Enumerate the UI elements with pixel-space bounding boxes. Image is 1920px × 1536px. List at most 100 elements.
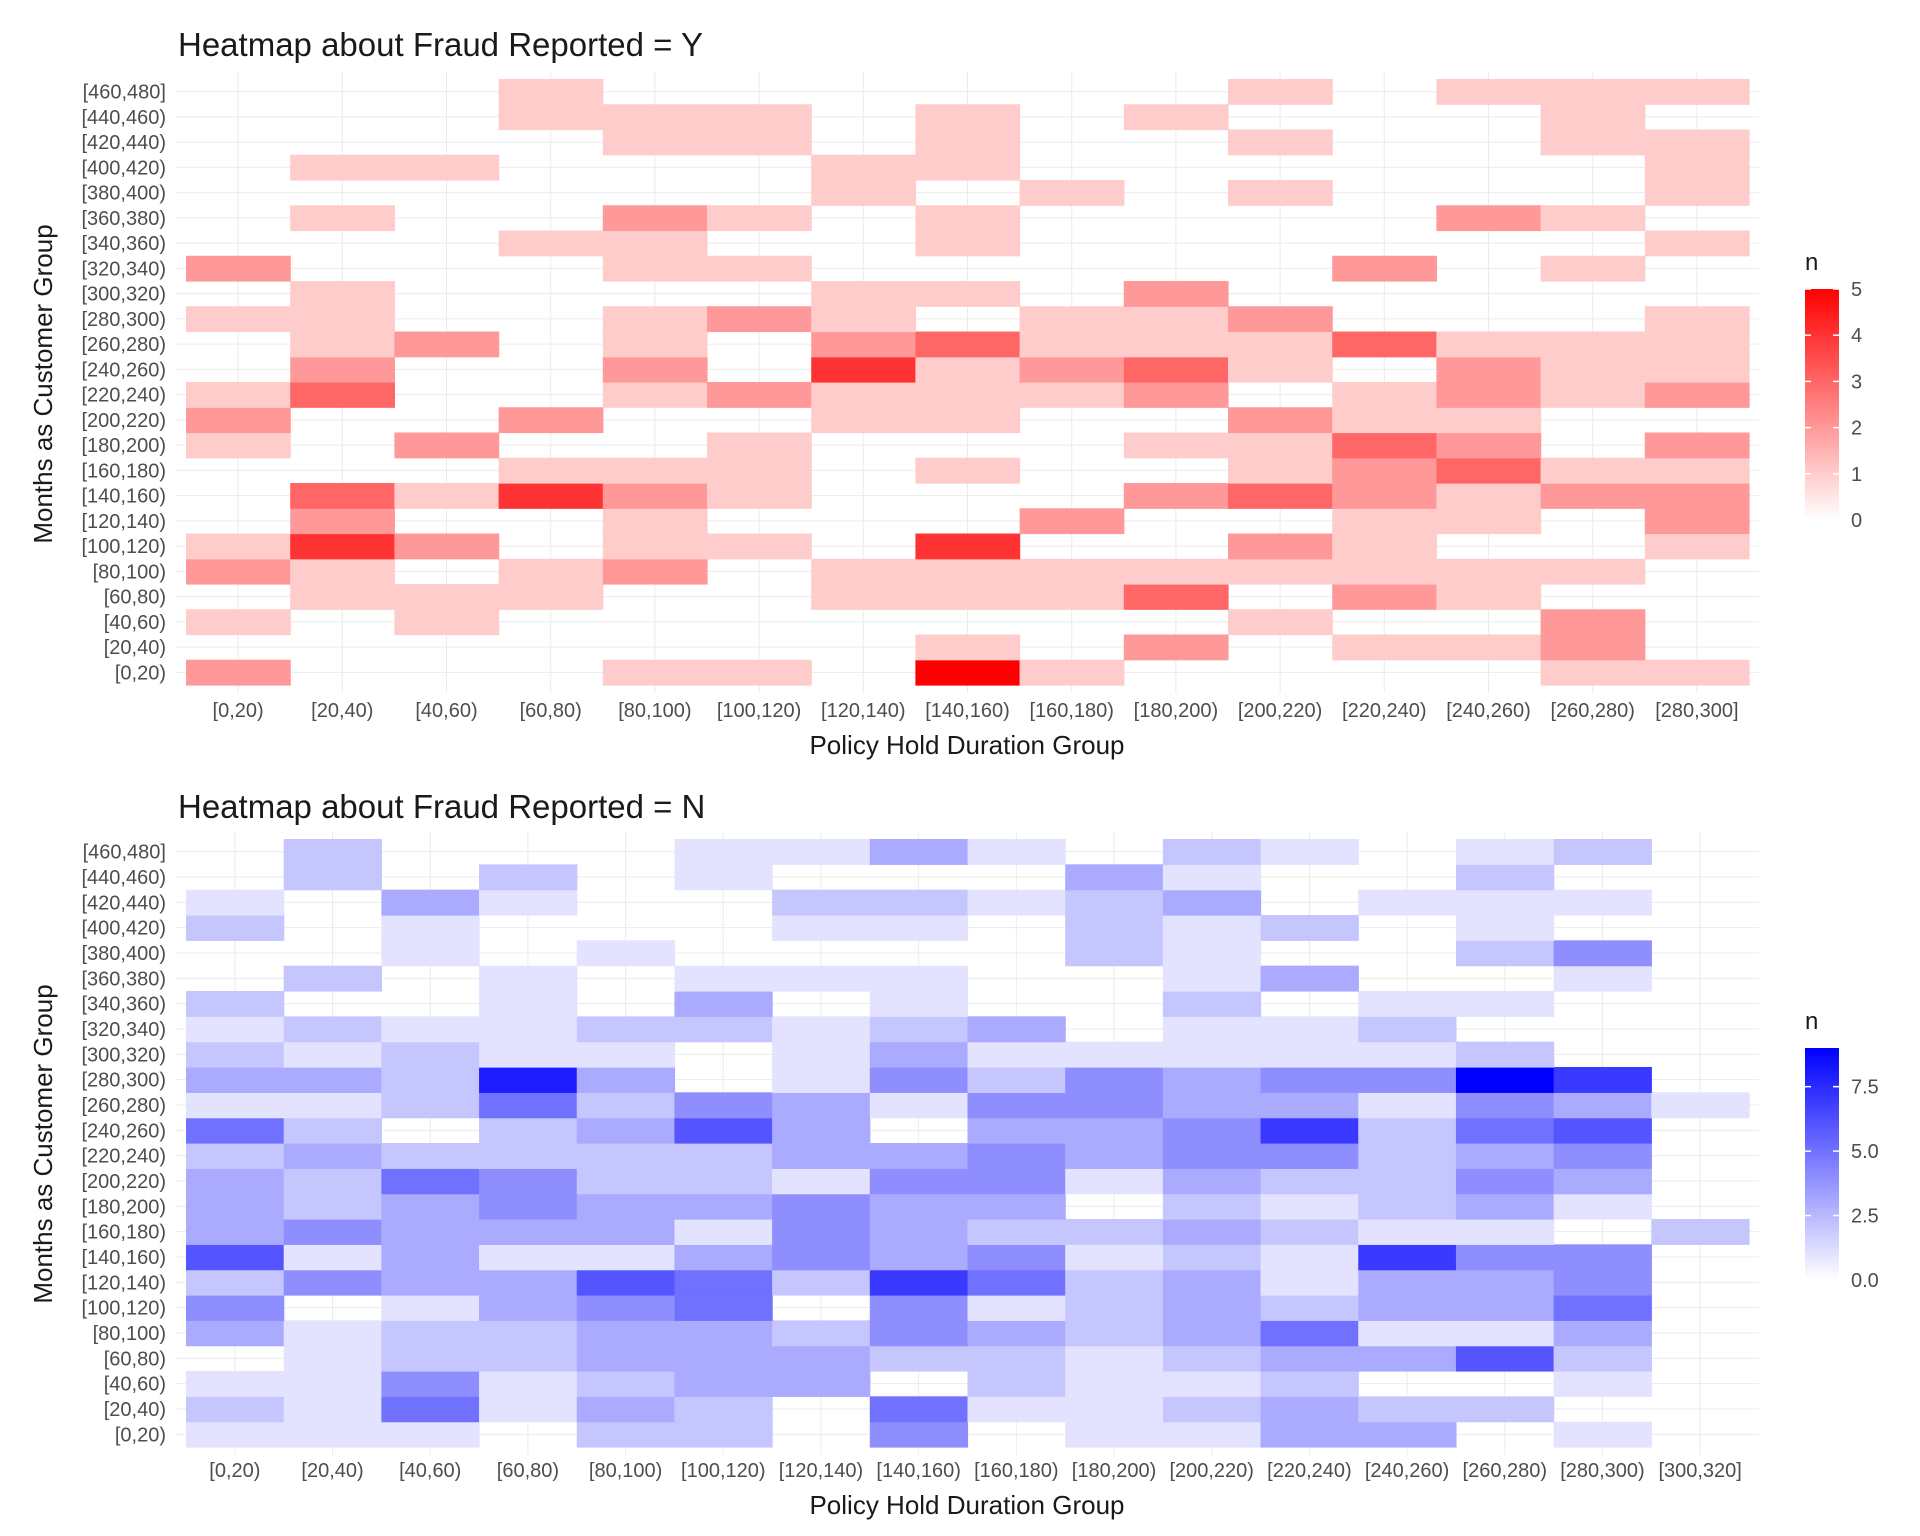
heatmap-cell — [602, 659, 708, 686]
heatmap-cell — [381, 1345, 480, 1372]
y-tick-label: [80,100) — [93, 561, 166, 583]
heatmap-cell — [869, 1269, 969, 1296]
heatmap-cell — [1436, 457, 1542, 484]
heatmap-cell — [707, 129, 812, 156]
y-tick-label: [300,320) — [81, 284, 166, 306]
x-tick-label: [180,200) — [1134, 700, 1219, 722]
heatmap-cell — [1065, 1396, 1164, 1423]
heatmap-cell — [967, 1396, 1066, 1423]
heatmap-cell — [1358, 1269, 1457, 1296]
heatmap-cell — [1332, 407, 1437, 434]
y-tick-label: [300,320) — [81, 1044, 166, 1066]
heatmap-cell — [1644, 508, 1750, 535]
heatmap-cell — [1065, 940, 1164, 967]
heatmap-cell — [674, 1193, 773, 1220]
heatmap-cell — [1162, 1117, 1262, 1144]
x-tick-label: [120,140) — [821, 700, 906, 722]
heatmap-cell — [1228, 331, 1333, 358]
heatmap-cell — [479, 1016, 578, 1043]
heatmap-cell — [674, 1143, 773, 1169]
heatmap-cell — [602, 483, 708, 509]
heatmap-cell — [1162, 1371, 1262, 1397]
heatmap-cell — [811, 407, 916, 434]
heatmap-cell — [1644, 356, 1750, 383]
heatmap-cell — [602, 331, 708, 358]
legend-colorbar — [1805, 1048, 1839, 1280]
x-tick-label: [80,100) — [589, 1460, 662, 1482]
heatmap-cell — [186, 1168, 285, 1195]
x-tick-label: [200,220) — [1169, 1460, 1254, 1482]
heatmap-cell — [1553, 1295, 1652, 1321]
heatmap-cell — [602, 382, 708, 408]
heatmap-cell — [772, 1143, 871, 1169]
heatmap-cell — [479, 1371, 578, 1397]
x-tick-label: [120,140) — [779, 1460, 864, 1482]
heatmap-cell — [576, 1320, 676, 1347]
heatmap-cell — [1553, 1244, 1652, 1271]
heatmap-cell — [186, 558, 291, 585]
heatmap-cell — [915, 205, 1021, 232]
heatmap-cell — [186, 1193, 285, 1220]
heatmap-cell — [290, 306, 395, 333]
heatmap-cell — [1065, 915, 1164, 941]
y-tick-label: [380,400) — [81, 183, 166, 205]
legend-n: n 0.0 2.5 5.0 7.5 — [1805, 1008, 1879, 1292]
heatmap-cell — [1019, 306, 1125, 333]
x-tick-label: [20,40) — [301, 1460, 363, 1482]
heatmap-cell — [1019, 558, 1125, 585]
heatmap-cell — [915, 533, 1021, 560]
heatmap-cell — [283, 965, 382, 992]
heatmap-cell — [186, 1244, 285, 1271]
heatmap-cell — [394, 584, 500, 610]
heatmap-cell — [811, 180, 916, 206]
heatmap-cell — [381, 940, 480, 967]
heatmap-cell — [1540, 79, 1646, 105]
heatmap-cell — [283, 1168, 382, 1195]
heatmap-cell — [1065, 1421, 1164, 1448]
heatmap-cell — [283, 1219, 382, 1245]
y-tick-label: [340,360) — [81, 233, 166, 255]
heatmap-cell — [1455, 1168, 1555, 1195]
heatmap-cell — [811, 558, 916, 585]
heatmap-cell — [1332, 331, 1437, 358]
heatmap-cell — [1019, 180, 1125, 206]
y-axis-title-y: Months as Customer Group — [28, 224, 58, 543]
heatmap-cell — [1644, 129, 1750, 156]
heatmap-cell — [186, 407, 291, 434]
heatmap-cell — [1358, 1320, 1457, 1347]
x-tick-label: [160,180) — [1029, 700, 1114, 722]
y-tick-label: [400,420) — [81, 918, 166, 940]
heatmap-cell — [479, 1345, 578, 1372]
heatmap-cell — [1358, 1219, 1457, 1245]
heatmap-cell — [1228, 483, 1333, 509]
heatmap-cell — [967, 1295, 1066, 1321]
heatmap-cell — [1065, 1371, 1164, 1397]
heatmap-cell — [1455, 940, 1555, 967]
heatmap-cell — [1260, 1193, 1359, 1220]
heatmap-cell — [1260, 1371, 1359, 1397]
heatmap-cell — [1358, 1117, 1457, 1144]
heatmap-cell — [186, 1320, 285, 1347]
heatmap-cell — [381, 1092, 480, 1119]
heatmap-cell — [1065, 864, 1164, 891]
heatmap-cell — [381, 1193, 480, 1220]
heatmap-cell — [1455, 889, 1555, 916]
heatmap-cell — [869, 1219, 969, 1245]
heatmap-cell — [869, 889, 969, 916]
y-tick-label: [220,240) — [81, 1146, 166, 1168]
heatmap-cell — [1123, 483, 1229, 509]
heatmap-cell — [1436, 634, 1542, 661]
heatmap-cell — [772, 915, 871, 941]
heatmap-cell — [1436, 331, 1542, 358]
x-ticks-y: [0,20) [20,40) [40,60) [60,80) [80,100) [100,… — [213, 700, 1739, 722]
heatmap-cell — [1436, 382, 1542, 408]
heatmap-cell — [869, 1092, 969, 1119]
heatmap-cell — [1553, 940, 1652, 967]
heatmap-cell — [479, 1067, 578, 1093]
heatmap-cell — [576, 1396, 676, 1423]
heatmap-cell — [967, 1143, 1066, 1169]
heatmap-cell — [1260, 1041, 1359, 1068]
heatmap-cell — [290, 356, 395, 383]
heatmap-cell — [1260, 965, 1359, 992]
